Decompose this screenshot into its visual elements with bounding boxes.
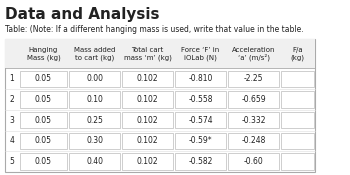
- Text: 0.05: 0.05: [35, 136, 52, 145]
- Text: 0.102: 0.102: [137, 95, 159, 104]
- Text: -0.574: -0.574: [188, 116, 213, 125]
- Text: 0.102: 0.102: [137, 136, 159, 145]
- Text: -0.248: -0.248: [241, 136, 266, 145]
- Text: 0.102: 0.102: [137, 74, 159, 83]
- FancyBboxPatch shape: [281, 153, 314, 170]
- FancyBboxPatch shape: [69, 71, 120, 87]
- FancyBboxPatch shape: [175, 112, 226, 128]
- FancyBboxPatch shape: [20, 91, 67, 108]
- FancyBboxPatch shape: [122, 112, 173, 128]
- FancyBboxPatch shape: [175, 91, 226, 108]
- FancyBboxPatch shape: [175, 71, 226, 87]
- Text: 3: 3: [9, 116, 14, 125]
- FancyBboxPatch shape: [228, 91, 279, 108]
- FancyBboxPatch shape: [122, 91, 173, 108]
- FancyBboxPatch shape: [20, 112, 67, 128]
- FancyBboxPatch shape: [122, 153, 173, 170]
- Text: -2.25: -2.25: [244, 74, 263, 83]
- FancyBboxPatch shape: [281, 71, 314, 87]
- Text: Mass added
to cart (kg): Mass added to cart (kg): [74, 47, 115, 61]
- Text: 0.40: 0.40: [86, 157, 103, 166]
- Text: 2: 2: [9, 95, 14, 104]
- FancyBboxPatch shape: [20, 133, 67, 149]
- Text: -0.332: -0.332: [241, 116, 266, 125]
- Text: 0.05: 0.05: [35, 116, 52, 125]
- Text: -0.810: -0.810: [188, 74, 213, 83]
- Text: -0.659: -0.659: [241, 95, 266, 104]
- Text: 0.05: 0.05: [35, 95, 52, 104]
- Text: F/a
(kg): F/a (kg): [291, 47, 305, 61]
- FancyBboxPatch shape: [69, 133, 120, 149]
- Text: 5: 5: [9, 157, 14, 166]
- FancyBboxPatch shape: [281, 91, 314, 108]
- FancyBboxPatch shape: [228, 133, 279, 149]
- Text: 0.05: 0.05: [35, 74, 52, 83]
- FancyBboxPatch shape: [20, 71, 67, 87]
- Text: 0.10: 0.10: [86, 95, 103, 104]
- FancyBboxPatch shape: [281, 133, 314, 149]
- FancyBboxPatch shape: [281, 112, 314, 128]
- FancyBboxPatch shape: [5, 39, 315, 172]
- FancyBboxPatch shape: [228, 71, 279, 87]
- Text: 0.05: 0.05: [35, 157, 52, 166]
- Text: 0.00: 0.00: [86, 74, 103, 83]
- Text: -0.582: -0.582: [188, 157, 213, 166]
- Text: 0.102: 0.102: [137, 116, 159, 125]
- FancyBboxPatch shape: [228, 112, 279, 128]
- Text: 1: 1: [9, 74, 14, 83]
- FancyBboxPatch shape: [122, 71, 173, 87]
- FancyBboxPatch shape: [175, 153, 226, 170]
- Text: Acceleration
‘a’ (m/s²): Acceleration ‘a’ (m/s²): [232, 47, 275, 61]
- FancyBboxPatch shape: [69, 91, 120, 108]
- Text: -0.558: -0.558: [188, 95, 213, 104]
- Text: Hanging
Mass (kg): Hanging Mass (kg): [27, 47, 60, 61]
- FancyBboxPatch shape: [69, 112, 120, 128]
- Text: 0.102: 0.102: [137, 157, 159, 166]
- FancyBboxPatch shape: [228, 153, 279, 170]
- Text: -0.60: -0.60: [244, 157, 264, 166]
- Text: Force ‘F’ in
iOLab (N): Force ‘F’ in iOLab (N): [181, 47, 220, 61]
- Text: Total cart
mass ‘m’ (kg): Total cart mass ‘m’ (kg): [124, 47, 172, 61]
- FancyBboxPatch shape: [175, 133, 226, 149]
- Text: 0.25: 0.25: [86, 116, 103, 125]
- FancyBboxPatch shape: [5, 39, 315, 68]
- Text: 4: 4: [9, 136, 14, 145]
- FancyBboxPatch shape: [122, 133, 173, 149]
- FancyBboxPatch shape: [20, 153, 67, 170]
- Text: -0.59*: -0.59*: [189, 136, 212, 145]
- Text: Table: (Note: If a different hanging mass is used, write that value in the table: Table: (Note: If a different hanging mas…: [5, 25, 303, 34]
- Text: Data and Analysis: Data and Analysis: [5, 6, 159, 22]
- Text: 0.30: 0.30: [86, 136, 103, 145]
- FancyBboxPatch shape: [69, 153, 120, 170]
